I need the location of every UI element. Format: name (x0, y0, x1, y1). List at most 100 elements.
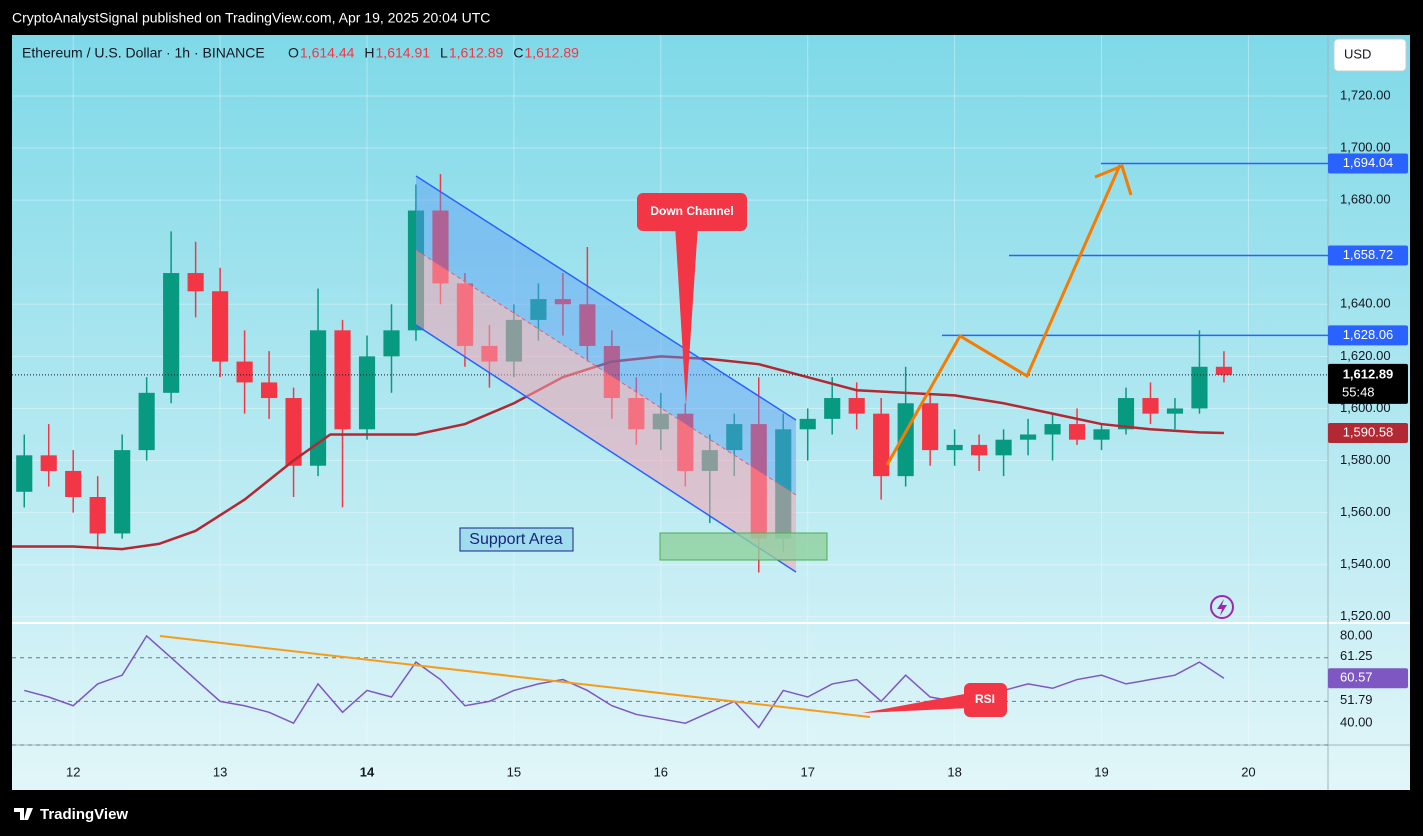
candle-body (848, 398, 865, 414)
lightning-bolt (1217, 599, 1227, 616)
candle-body (309, 330, 327, 466)
candle-body (1191, 366, 1208, 409)
x-tick-label: 19 (1094, 764, 1108, 779)
rsi-side-label: 51.79 (1340, 692, 1373, 707)
support-label: Support Area (469, 531, 563, 548)
projection-path (885, 164, 1122, 466)
level-badge-text: 1,628.06 (1343, 327, 1394, 342)
candle-body (579, 304, 596, 346)
candle-body (1142, 398, 1159, 414)
last-price-text: 1,612.89 (1343, 366, 1394, 381)
candle-body (334, 330, 351, 430)
y-tick-label: 1,640.00 (1340, 296, 1391, 311)
channel-top (415, 175, 797, 421)
candle-body (995, 439, 1012, 456)
callout-pointer (675, 225, 698, 405)
y-tick-label: 1,520.00 (1340, 608, 1391, 623)
drawings (159, 163, 1234, 718)
ma-badge (1328, 422, 1408, 443)
ohlc-key: H (364, 45, 374, 61)
y-tick-label: 1,700.00 (1340, 139, 1391, 154)
rsi-badge-text: 60.57 (1340, 670, 1373, 685)
candle-body (1117, 398, 1135, 430)
candle-body (897, 403, 914, 477)
publish-info: CryptoAnalystSignal published on Trading… (12, 10, 490, 26)
symbol: Ethereum / U.S. Dollar · 1h · BINANCE (22, 45, 265, 61)
ohlc-key: L (440, 45, 448, 61)
rsi-callout-pointer (862, 693, 970, 713)
x-tick-label: 15 (507, 764, 521, 779)
candle-body (383, 330, 400, 357)
candle-body (922, 403, 939, 451)
candle-body (114, 450, 131, 534)
y-tick-label: 1,560.00 (1340, 504, 1391, 519)
channel-bottom (415, 324, 797, 573)
level-badge (1328, 325, 1408, 346)
candle-body (946, 444, 963, 451)
x-tick-label: 12 (66, 764, 80, 779)
candle-body (1166, 408, 1184, 414)
currency-button[interactable] (1333, 38, 1407, 72)
candle-body (285, 398, 302, 466)
countdown: 55:48 (1342, 384, 1375, 399)
x-tick-label: 18 (947, 764, 961, 779)
ohlc-value: 1,614.91 (376, 45, 431, 61)
candle-body (824, 398, 841, 419)
candle-body (530, 299, 547, 320)
candle-body (799, 418, 816, 430)
lightning-icon[interactable] (1210, 595, 1234, 619)
candle-body (971, 444, 988, 456)
rsi-tick-label: 80.00 (1340, 627, 1373, 642)
support-label-box (459, 527, 574, 552)
last-price-badge (1328, 363, 1408, 404)
candle-body (1019, 434, 1037, 440)
y-tick-label: 1,580.00 (1340, 452, 1391, 467)
ohlc-value: 1,612.89 (449, 45, 504, 61)
level-badge-text: 1,694.04 (1343, 155, 1394, 170)
ohlc-value: 1,614.44 (300, 45, 355, 61)
candle-body (163, 273, 180, 393)
candle-body (89, 496, 106, 534)
ohlc-key: O (288, 45, 299, 61)
y-tick-label: 1,720.00 (1340, 87, 1391, 102)
ohlc-key: C (513, 45, 523, 61)
rsi-tick-label: 40.00 (1340, 715, 1373, 730)
level-badge (1328, 245, 1408, 266)
x-tick-label: 16 (654, 764, 668, 779)
x-tick-label: 13 (213, 764, 227, 779)
candle-body (554, 299, 571, 305)
candle-body (236, 361, 253, 383)
footer-bar (0, 790, 1423, 836)
ohlc-value: 1,612.89 (524, 45, 579, 61)
labels: Support Area Down Channel RSI Ethereum /… (22, 38, 1408, 779)
level-badge-text: 1,658.72 (1343, 247, 1394, 262)
channel-lower-fill (416, 250, 796, 572)
y-tick-label: 1,680.00 (1340, 192, 1391, 207)
channel-upper-fill (416, 176, 796, 495)
candle-body (212, 291, 229, 362)
candle-body (187, 273, 204, 292)
candle-body (138, 392, 155, 451)
moving-average (12, 355, 1224, 551)
channel-midline (415, 249, 797, 496)
x-tick-label: 14 (360, 764, 375, 779)
callout-box (637, 193, 747, 231)
candle-body (873, 413, 890, 477)
x-tick-label: 20 (1241, 764, 1255, 779)
candle-body (16, 455, 33, 492)
candle-body (1044, 424, 1061, 435)
rsi-badge (1328, 668, 1408, 689)
rsi-line (24, 634, 1225, 729)
candle-body (358, 356, 376, 430)
logo-text: TradingView (40, 806, 128, 823)
candle-body (1093, 429, 1110, 440)
rsi-trendline (159, 635, 871, 718)
candle-body (65, 470, 82, 497)
rsi-side-label: 61.25 (1340, 648, 1373, 663)
projection-arrowhead (1094, 163, 1133, 196)
candle-body (1215, 366, 1233, 375)
callout-text: Down Channel (650, 204, 733, 218)
candle-body (1068, 424, 1086, 440)
level-badge (1328, 153, 1408, 174)
